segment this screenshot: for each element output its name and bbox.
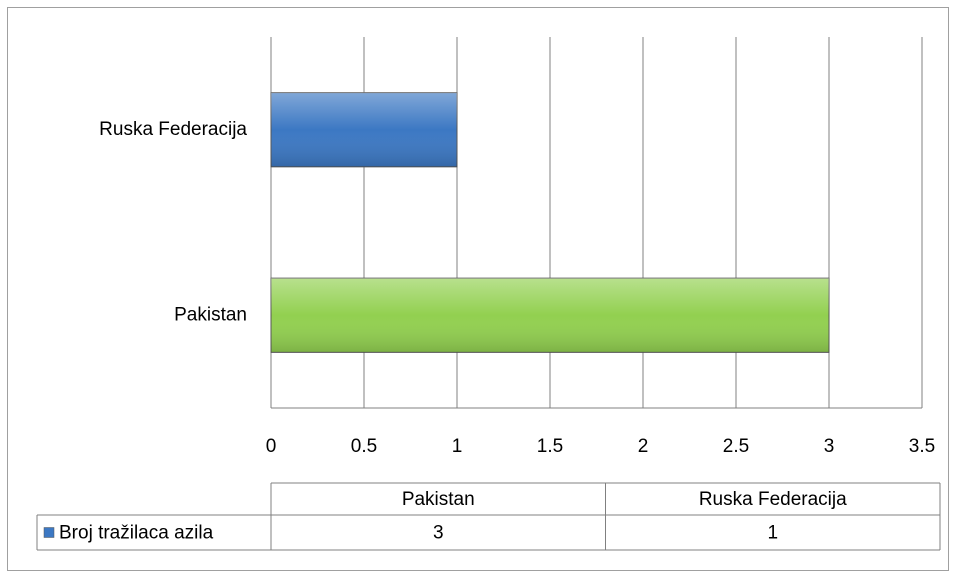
table-header: Ruska Federacija xyxy=(699,489,847,510)
legend-label: Broj tražilaca azila xyxy=(59,523,214,544)
bar-gloss xyxy=(271,92,457,167)
bar-gloss xyxy=(271,278,829,353)
y-tick-label: Pakistan xyxy=(174,304,247,325)
x-tick-label: 1 xyxy=(452,436,463,457)
x-tick-label: 3 xyxy=(824,436,835,457)
table-value: 1 xyxy=(767,523,778,544)
x-tick-label: 2.5 xyxy=(723,436,749,457)
x-tick-label: 0 xyxy=(266,436,277,457)
legend-marker xyxy=(43,527,55,538)
x-tick-label: 0.5 xyxy=(351,436,377,457)
x-tick-label: 2 xyxy=(638,436,649,457)
table-header: Pakistan xyxy=(402,489,475,510)
y-tick-label: Ruska Federacija xyxy=(99,119,247,140)
x-tick-label: 3.5 xyxy=(909,436,935,457)
x-tick-label: 1.5 xyxy=(537,436,563,457)
table-value: 3 xyxy=(433,523,444,544)
